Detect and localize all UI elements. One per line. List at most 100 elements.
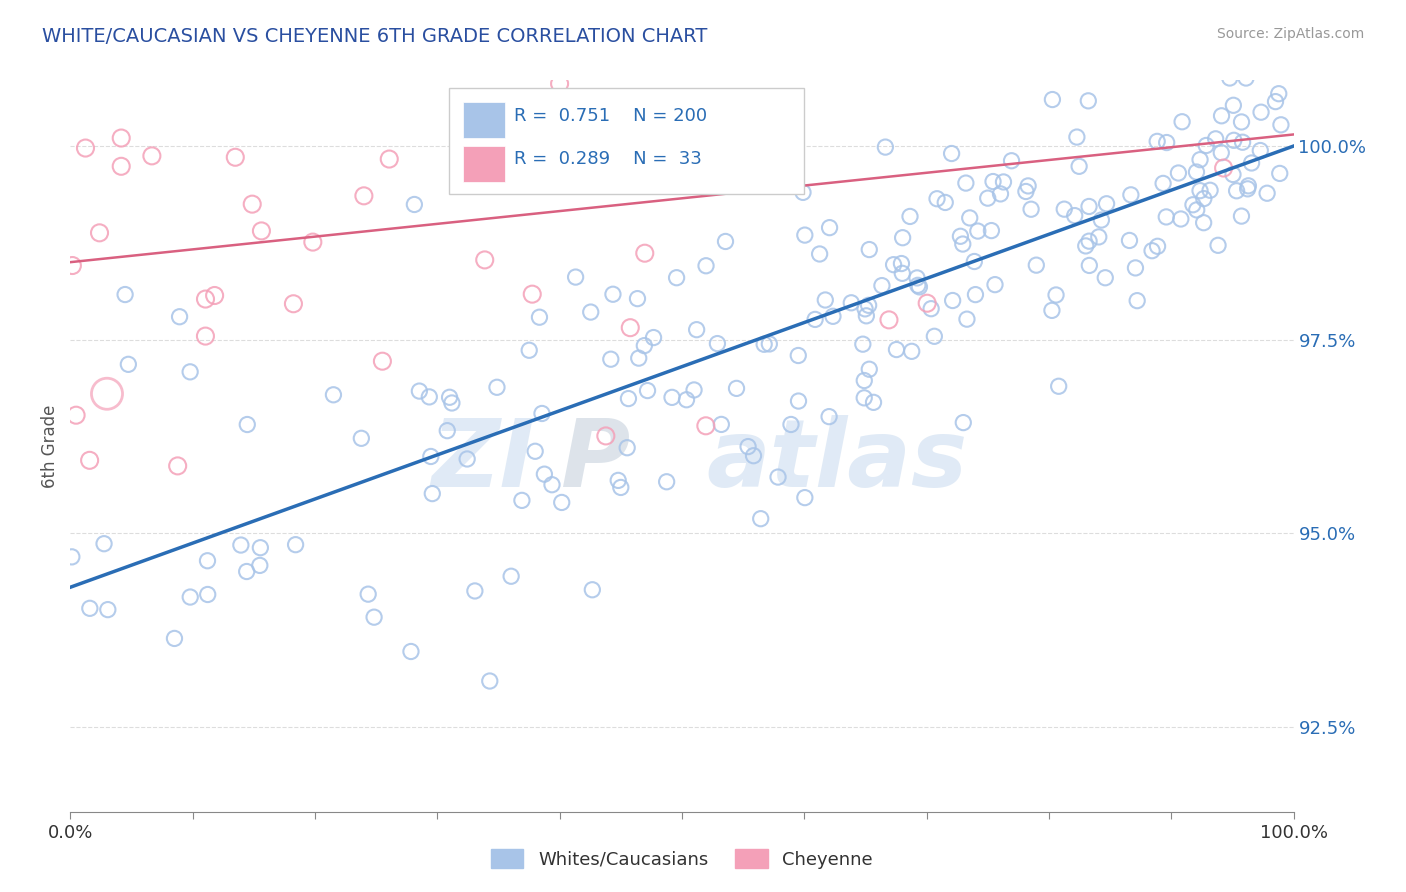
Point bbox=[97, 602, 120, 616]
Point bbox=[952, 416, 974, 430]
Point bbox=[197, 587, 219, 601]
Point bbox=[665, 270, 688, 285]
Point bbox=[236, 417, 259, 432]
Point bbox=[754, 337, 776, 351]
Point bbox=[1094, 270, 1116, 285]
Point bbox=[350, 431, 373, 445]
Point bbox=[420, 486, 443, 500]
Point bbox=[1230, 115, 1253, 129]
Point bbox=[179, 590, 201, 604]
Point bbox=[419, 450, 441, 464]
Point bbox=[981, 175, 1004, 189]
Point bbox=[117, 357, 139, 371]
FancyBboxPatch shape bbox=[450, 87, 804, 194]
Point bbox=[404, 197, 426, 211]
Point bbox=[1270, 118, 1292, 132]
Point bbox=[1205, 132, 1227, 146]
Point bbox=[1268, 53, 1291, 67]
Point bbox=[1066, 130, 1088, 145]
Point bbox=[891, 266, 914, 280]
Point bbox=[862, 395, 884, 409]
Point bbox=[1211, 109, 1233, 123]
Point bbox=[749, 511, 772, 525]
Point bbox=[695, 418, 717, 433]
Point bbox=[284, 538, 307, 552]
Point bbox=[1000, 153, 1022, 168]
Point bbox=[934, 195, 956, 210]
Text: R =  0.289    N =  33: R = 0.289 N = 33 bbox=[515, 150, 702, 168]
Point bbox=[79, 601, 101, 615]
Point bbox=[737, 440, 759, 454]
Point bbox=[637, 384, 659, 398]
Point bbox=[1156, 136, 1178, 150]
Point bbox=[194, 329, 217, 343]
Point bbox=[1181, 198, 1204, 212]
Point bbox=[440, 396, 463, 410]
Point bbox=[1226, 184, 1249, 198]
Point bbox=[1268, 166, 1291, 180]
Point bbox=[634, 246, 657, 260]
Point bbox=[980, 224, 1002, 238]
Text: WHITE/CAUCASIAN VS CHEYENNE 6TH GRADE CORRELATION CHART: WHITE/CAUCASIAN VS CHEYENNE 6TH GRADE CO… bbox=[42, 27, 707, 45]
Point bbox=[675, 392, 697, 407]
Text: Source: ZipAtlas.com: Source: ZipAtlas.com bbox=[1216, 27, 1364, 41]
Point bbox=[529, 310, 551, 325]
Point bbox=[1219, 70, 1241, 85]
Point bbox=[766, 470, 789, 484]
Point bbox=[1126, 293, 1149, 308]
Point bbox=[1222, 168, 1244, 182]
Point bbox=[163, 632, 186, 646]
Point bbox=[990, 186, 1012, 201]
Point bbox=[436, 424, 458, 438]
Point bbox=[956, 312, 979, 326]
Point bbox=[1078, 234, 1101, 248]
Point bbox=[524, 444, 547, 458]
Point bbox=[821, 310, 844, 324]
Point bbox=[75, 141, 97, 155]
Point bbox=[399, 644, 422, 658]
Point bbox=[1146, 134, 1168, 148]
Point bbox=[1189, 184, 1212, 198]
Point bbox=[818, 409, 841, 424]
Legend: Whites/Caucasians, Cheyenne: Whites/Caucasians, Cheyenne bbox=[484, 842, 880, 876]
FancyBboxPatch shape bbox=[463, 146, 505, 182]
Point bbox=[371, 354, 394, 368]
Point bbox=[920, 301, 942, 316]
Point bbox=[378, 152, 401, 166]
Point bbox=[1140, 244, 1163, 258]
Point bbox=[179, 365, 201, 379]
Point bbox=[655, 475, 678, 489]
Point bbox=[1047, 379, 1070, 393]
Point bbox=[858, 298, 880, 312]
Point bbox=[581, 582, 603, 597]
Point bbox=[898, 210, 921, 224]
Point bbox=[627, 351, 650, 365]
Point bbox=[1192, 216, 1215, 230]
Point bbox=[1170, 211, 1192, 226]
Point bbox=[633, 338, 655, 352]
Point bbox=[875, 140, 897, 154]
Point bbox=[1192, 192, 1215, 206]
Point bbox=[886, 343, 908, 357]
Point bbox=[1045, 288, 1067, 302]
Point bbox=[808, 247, 831, 261]
Point bbox=[564, 270, 586, 285]
Point bbox=[963, 254, 986, 268]
Point bbox=[1206, 238, 1229, 252]
Point bbox=[1118, 234, 1140, 248]
Point bbox=[891, 230, 914, 244]
Point bbox=[89, 226, 111, 240]
Point bbox=[1167, 166, 1189, 180]
Point bbox=[792, 186, 814, 200]
Point bbox=[249, 541, 271, 555]
Point bbox=[1090, 213, 1112, 227]
Text: atlas: atlas bbox=[706, 415, 967, 507]
Point bbox=[714, 235, 737, 249]
Point bbox=[1264, 95, 1286, 109]
Point bbox=[1223, 133, 1246, 147]
Point bbox=[1078, 259, 1101, 273]
Point bbox=[595, 429, 617, 443]
Point bbox=[522, 287, 544, 301]
Point bbox=[1119, 187, 1142, 202]
Point bbox=[197, 554, 219, 568]
